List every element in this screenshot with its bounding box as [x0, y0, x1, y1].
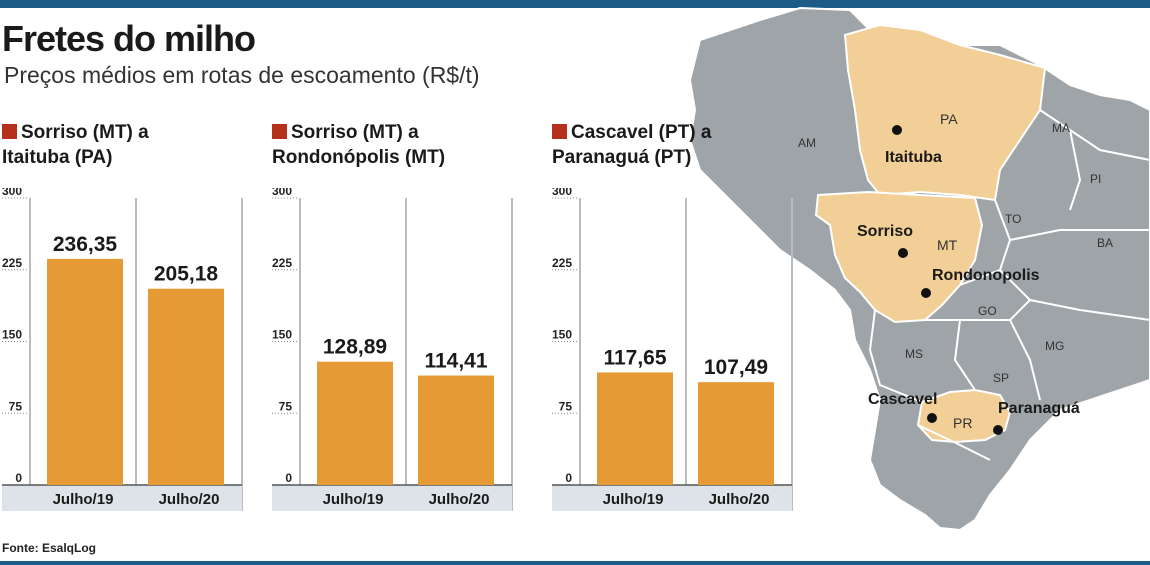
square-marker-icon [272, 124, 287, 139]
y-tick-label: 225 [272, 256, 292, 270]
svg-text:Rondonopolis: Rondonopolis [932, 267, 1040, 284]
bar-1 [597, 372, 673, 485]
svg-text:Paranaguá: Paranaguá [998, 400, 1080, 417]
category-strip [272, 485, 512, 511]
bar-value-label: 114,41 [424, 350, 487, 373]
svg-text:MS: MS [905, 347, 923, 361]
bottom-border [0, 561, 1150, 565]
bar-value-label: 205,18 [154, 263, 219, 286]
y-tick-label: 75 [9, 399, 23, 413]
category-label: Julho/19 [603, 491, 664, 508]
bar-1 [47, 258, 123, 485]
top-border [0, 0, 1150, 8]
square-marker-icon [2, 124, 17, 139]
chart-panel-3: Cascavel (PT) a Paranaguá (PT) 0 75 150 225… [552, 110, 793, 530]
y-tick-label: 75 [279, 399, 293, 413]
svg-text:Sorriso: Sorriso [857, 223, 913, 240]
category-label: Julho/19 [323, 491, 384, 508]
y-tick-label: 300 [2, 188, 22, 198]
svg-text:TO: TO [1005, 212, 1021, 226]
bar-chart-3: 0 75 150 225 300 117,65 Julho/19 107,49 Julho/20 [552, 188, 793, 511]
square-marker-icon [552, 124, 567, 139]
svg-text:GO: GO [978, 304, 997, 318]
bar-1 [317, 361, 393, 485]
svg-text:PA: PA [940, 111, 958, 127]
chart-title-1: Sorriso (MT) a Itaituba (PA) [2, 122, 149, 168]
svg-text:PR: PR [953, 415, 972, 431]
chart-title-3: Cascavel (PT) a Paranaguá (PT) [552, 122, 712, 168]
bar-value-label: 128,89 [323, 336, 387, 359]
category-label: Julho/20 [709, 491, 770, 508]
category-strip [552, 485, 792, 511]
svg-text:BA: BA [1097, 236, 1113, 250]
y-tick-label: 150 [2, 328, 22, 342]
page-subtitle: Preços médios em rotas de escoamento (R$… [4, 62, 480, 88]
chart-panel-2: Sorriso (MT) a Rondonópolis (MT) 0 75 150 2… [272, 110, 513, 530]
chart-panel-1: Sorriso (MT) a Itaituba (PA) 0 75 150 225 30… [2, 110, 243, 530]
svg-text:MA: MA [1052, 121, 1070, 135]
svg-text:PI: PI [1090, 172, 1101, 186]
y-tick-label: 300 [552, 188, 572, 198]
svg-text:MT: MT [937, 237, 958, 253]
source-note: Fonte: EsalqLog [2, 541, 96, 555]
category-label: Julho/20 [429, 491, 490, 508]
y-tick-label: 225 [2, 256, 22, 270]
svg-text:Itaituba: Itaituba [885, 149, 942, 166]
bar-chart-2: 0 75 150 225 300 128,89 Julho/19 114,41 Julho/20 [272, 188, 513, 511]
y-tick-label: 300 [272, 188, 292, 198]
category-label: Julho/19 [53, 491, 114, 508]
category-label: Julho/20 [159, 491, 220, 508]
y-tick-label: 0 [285, 471, 292, 485]
svg-text:MG: MG [1045, 339, 1064, 353]
y-tick-label: 75 [559, 399, 573, 413]
chart-title-2: Sorriso (MT) a Rondonópolis (MT) [272, 122, 446, 168]
bar-chart-1: 0 75 150 225 300 236,35 Julho/19 205,18 Julho/20 [2, 188, 243, 511]
map-state-pa [843, 23, 1047, 202]
y-tick-label: 150 [552, 328, 572, 342]
map-state-pr [916, 388, 1012, 444]
page-title: Fretes do milho [2, 18, 256, 59]
bar-value-label: 236,35 [53, 233, 118, 256]
y-tick-label: 150 [272, 328, 292, 342]
bar-2 [418, 375, 494, 485]
category-strip [2, 485, 242, 511]
y-tick-label: 0 [565, 471, 572, 485]
bar-2 [148, 288, 224, 485]
svg-text:SP: SP [993, 371, 1009, 385]
y-tick-label: 225 [552, 256, 572, 270]
y-tick-label: 0 [15, 471, 22, 485]
bar-value-label: 117,65 [603, 346, 666, 369]
svg-text:Cascavel: Cascavel [868, 391, 937, 408]
bar-2 [698, 382, 774, 485]
bar-value-label: 107,49 [704, 356, 768, 379]
svg-text:AM: AM [798, 136, 816, 150]
